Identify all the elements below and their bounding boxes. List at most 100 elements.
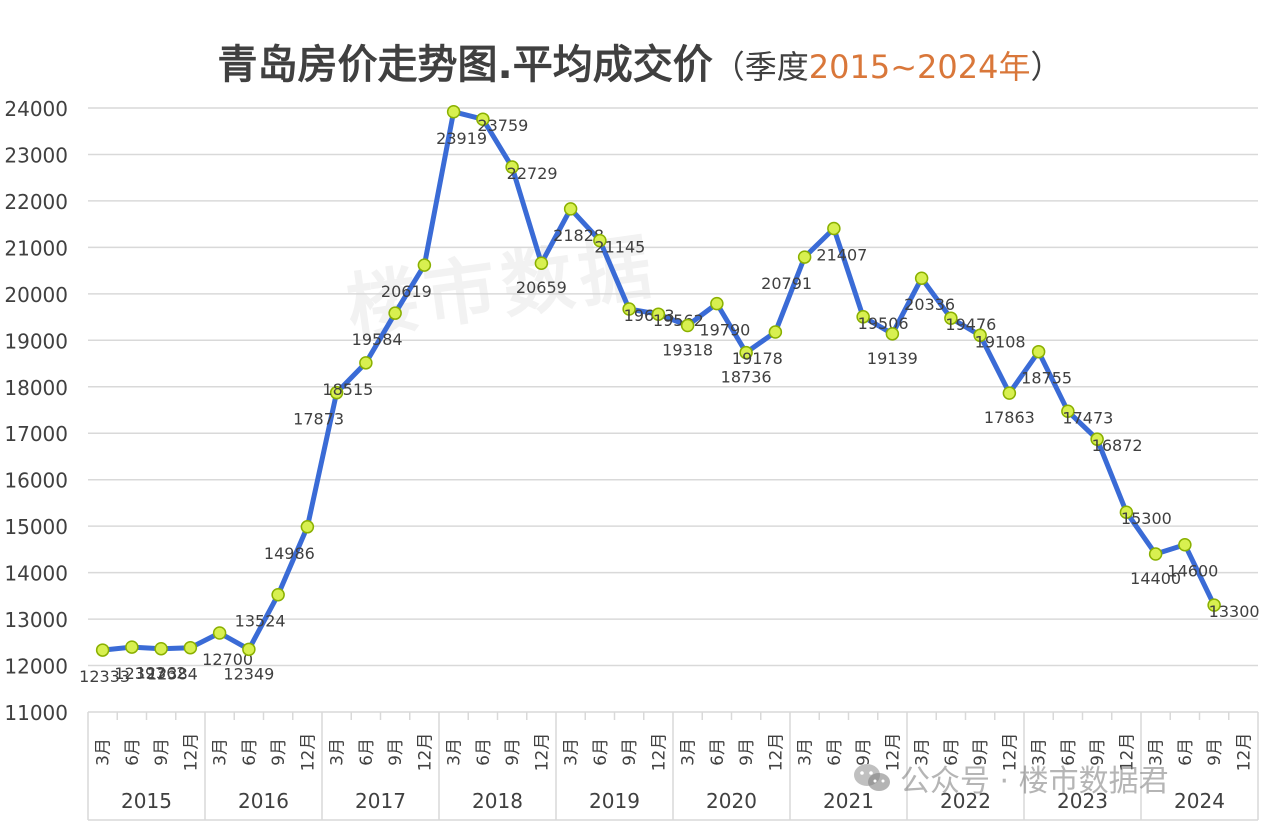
x-tick-label-month: 3月	[1030, 738, 1050, 766]
data-point	[95, 643, 110, 657]
data-label: 13524	[235, 612, 286, 631]
x-tick-label-month: 9月	[269, 738, 289, 766]
data-point	[1178, 537, 1192, 552]
y-tick-label: 23000	[4, 143, 68, 167]
wechat-watermark-text: 公众号 · 楼市数据君	[900, 764, 1169, 799]
data-label: 12700	[202, 650, 253, 669]
x-tick-label-month: 12月	[298, 733, 318, 772]
chart-title-main: 青岛房价走势图.平均成交价	[217, 42, 713, 88]
data-label: 19178	[732, 349, 783, 368]
y-tick-label: 19000	[4, 329, 68, 353]
x-tick-label-month: 3月	[679, 738, 699, 766]
x-tick-label-month: 6月	[942, 738, 962, 766]
data-point	[329, 385, 344, 400]
data-label: 19506	[858, 314, 909, 333]
data-point	[680, 318, 695, 333]
data-label: 19139	[867, 349, 918, 368]
x-tick-label-month: 6月	[825, 738, 845, 766]
data-point	[183, 640, 198, 655]
x-tick-label-year: 2021	[823, 789, 874, 813]
data-point	[1061, 404, 1075, 419]
x-tick-label-month: 6月	[1176, 738, 1196, 766]
x-tick-label-month: 9月	[386, 738, 406, 766]
x-tick-label-month: 9月	[620, 738, 640, 766]
data-label: 19108	[975, 332, 1026, 351]
x-tick-label-month: 3月	[913, 738, 933, 766]
data-label: 14400	[1130, 569, 1181, 588]
x-tick-label-year: 2024	[1174, 789, 1225, 813]
x-tick-label-month: 6月	[474, 738, 494, 766]
data-point	[651, 307, 666, 321]
data-point	[534, 256, 549, 270]
data-point	[768, 325, 783, 339]
x-tick-label-month: 9月	[1205, 738, 1225, 766]
data-label: 12362	[136, 664, 187, 683]
data-label: 17863	[984, 408, 1035, 427]
data-point	[710, 296, 724, 311]
chart-title: 青岛房价走势图.平均成交价（季度2015~2024年）	[0, 32, 1280, 90]
data-label: 16872	[1092, 436, 1143, 455]
data-label: 23919	[436, 129, 487, 148]
x-tick-label-month: 12月	[883, 733, 903, 772]
x-tick-label-year: 2022	[940, 789, 991, 813]
data-label: 17873	[293, 410, 344, 429]
y-tick-label: 13000	[4, 608, 68, 632]
data-point	[944, 311, 958, 325]
data-label: 21828	[553, 226, 604, 245]
data-label: 12333	[79, 667, 130, 686]
data-point	[388, 306, 402, 320]
data-point	[359, 356, 373, 370]
data-label: 21145	[594, 238, 645, 257]
data-label: 13300	[1209, 602, 1260, 621]
chart-title-open: （季度	[712, 48, 809, 86]
y-tick-label: 21000	[4, 236, 68, 260]
data-point	[271, 587, 285, 602]
data-point	[154, 641, 168, 656]
data-label: 18515	[322, 380, 373, 399]
x-tick-label-month: 12月	[415, 733, 435, 772]
x-tick-label-month: 3月	[445, 738, 465, 766]
data-point	[622, 302, 636, 316]
data-label: 14600	[1167, 562, 1218, 581]
data-point	[300, 520, 315, 534]
x-tick-label-month: 9月	[503, 738, 523, 766]
data-point	[885, 327, 900, 341]
data-label: 17473	[1062, 408, 1113, 427]
data-label: 18755	[1021, 369, 1072, 388]
data-point	[1031, 344, 1046, 359]
x-tick-label-month: 6月	[591, 738, 611, 766]
wechat-watermark: 公众号 · 楼市数据君	[852, 756, 1169, 800]
data-label: 20791	[761, 274, 812, 293]
data-point	[739, 345, 753, 360]
data-point	[1148, 547, 1163, 561]
data-label: 20619	[381, 282, 432, 301]
data-point	[505, 160, 519, 174]
data-point	[973, 328, 987, 343]
x-tick-label-month: 9月	[152, 738, 172, 766]
x-tick-label-month: 3月	[562, 738, 582, 766]
data-point	[125, 640, 139, 654]
data-label: 12384	[147, 665, 198, 684]
y-tick-label: 18000	[4, 376, 68, 400]
x-tick-label-month: 6月	[708, 738, 728, 766]
x-tick-label-month: 12月	[1234, 733, 1254, 772]
data-label: 15300	[1121, 509, 1172, 528]
data-label: 12349	[223, 664, 274, 683]
x-tick-label-month: 9月	[854, 738, 874, 766]
x-tick-label-month: 12月	[181, 733, 201, 772]
x-tick-label-month: 3月	[796, 738, 816, 766]
x-tick-label-month: 12月	[1117, 733, 1137, 772]
x-tick-label-month: 3月	[94, 738, 114, 766]
data-label: 22729	[507, 164, 558, 183]
data-point	[212, 626, 227, 640]
data-point	[827, 221, 841, 236]
data-point	[417, 258, 432, 272]
y-tick-label: 15000	[4, 515, 68, 539]
x-tick-label-month: 3月	[1147, 738, 1167, 766]
chart-title-close: ）	[1030, 48, 1063, 86]
x-tick-label-month: 9月	[1088, 738, 1108, 766]
data-point	[476, 112, 490, 126]
data-label: 20336	[904, 295, 955, 314]
data-point	[1090, 432, 1104, 446]
